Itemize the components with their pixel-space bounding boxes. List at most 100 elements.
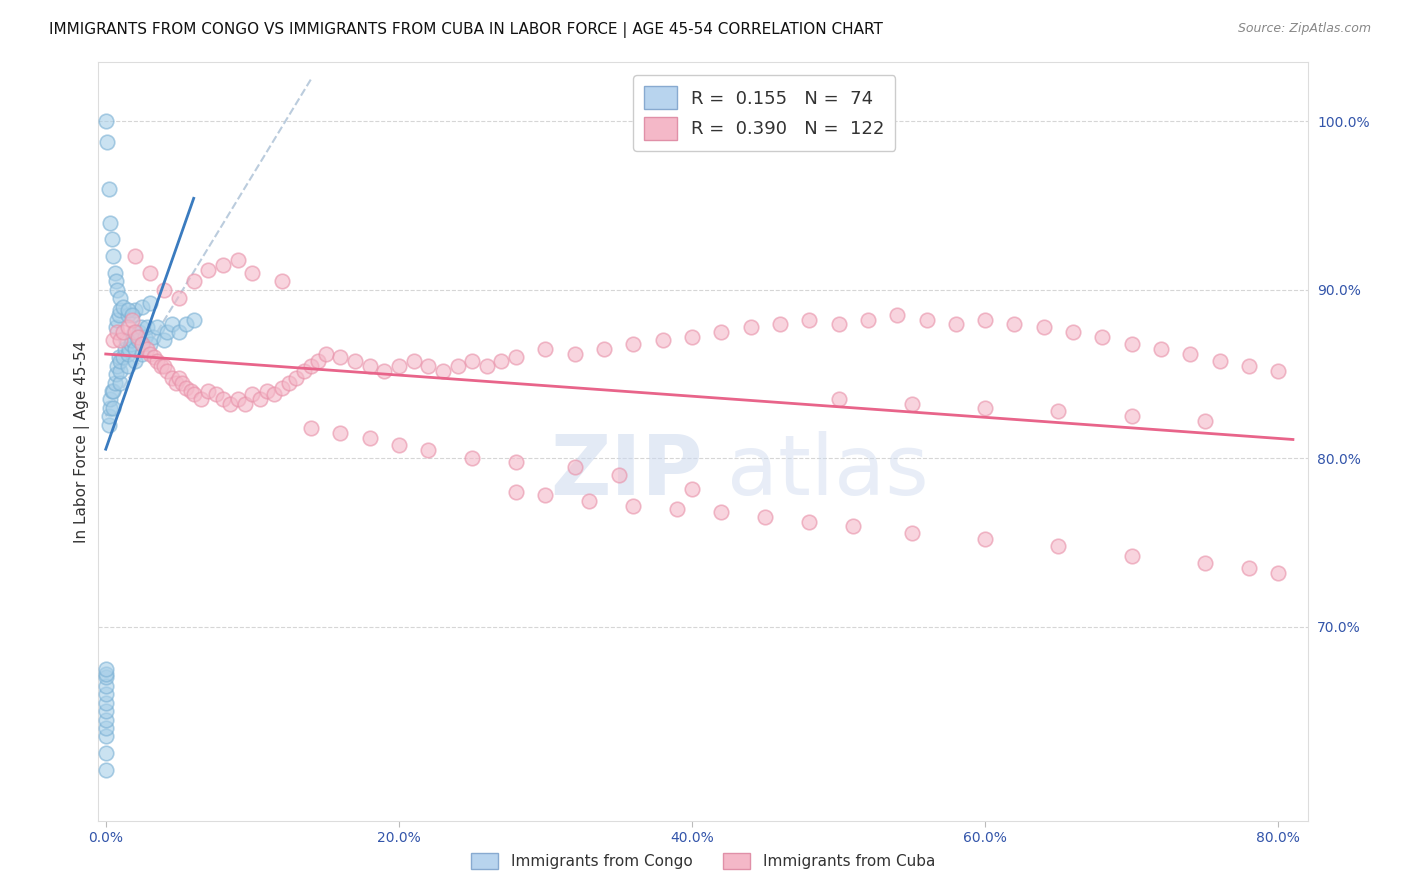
Point (343, 353, 366, 368)
Point (974, 313, 997, 327)
Point (249, 392, 271, 407)
Point (101, 249, 124, 263)
Point (578, 493, 600, 508)
Point (534, 342, 557, 356)
Point (176, 317, 198, 331)
Point (100, 232, 122, 246)
Point (299, 421, 322, 435)
Point (418, 359, 440, 373)
Point (183, 387, 205, 401)
Text: IMMIGRANTS FROM CONGO VS IMMIGRANTS FROM CUBA IN LABOR FORCE | AGE 45-54 CORRELA: IMMIGRANTS FROM CONGO VS IMMIGRANTS FROM… (49, 22, 883, 38)
Point (112, 351, 135, 365)
Point (740, 320, 762, 334)
Point (263, 387, 285, 401)
Point (167, 370, 190, 384)
Point (129, 320, 152, 334)
Point (142, 330, 165, 344)
Point (112, 300, 135, 314)
Point (651, 334, 673, 348)
Point (153, 283, 176, 297)
Point (240, 387, 263, 401)
Point (156, 364, 179, 378)
Point (131, 336, 153, 351)
Point (94, 696, 117, 710)
Point (156, 325, 179, 339)
Point (1004, 317, 1026, 331)
Point (105, 320, 128, 334)
Point (240, 266, 263, 280)
Point (212, 258, 235, 272)
Point (131, 336, 153, 351)
Point (197, 384, 219, 398)
Point (94, 679, 117, 693)
Point (94, 704, 117, 718)
Point (105, 367, 128, 381)
Point (1032, 320, 1054, 334)
Point (1121, 549, 1143, 563)
Point (94, 746, 117, 760)
Point (97, 417, 120, 432)
Point (98, 215, 121, 229)
Point (160, 370, 183, 384)
Point (432, 364, 454, 378)
Point (710, 325, 733, 339)
Point (233, 397, 256, 411)
Point (1237, 359, 1260, 373)
Point (128, 325, 150, 339)
Point (101, 384, 124, 398)
Point (1267, 566, 1289, 580)
Point (329, 426, 352, 441)
Point (94, 114, 117, 128)
Point (607, 468, 630, 483)
Point (110, 291, 132, 305)
Point (285, 370, 308, 384)
Point (299, 359, 322, 373)
Point (160, 317, 183, 331)
Point (1267, 364, 1289, 378)
Point (901, 397, 924, 411)
Point (373, 364, 395, 378)
Point (219, 397, 242, 411)
Point (146, 320, 169, 334)
Point (359, 431, 381, 445)
Point (827, 392, 849, 407)
Point (505, 455, 527, 469)
Point (107, 283, 129, 297)
Point (1121, 336, 1143, 351)
Point (98, 401, 121, 415)
Y-axis label: In Labor Force | Age 45-54: In Labor Force | Age 45-54 (75, 341, 90, 542)
Point (110, 353, 132, 368)
Point (117, 320, 139, 334)
Point (183, 275, 205, 289)
Point (204, 387, 226, 401)
Point (461, 353, 484, 368)
Point (110, 364, 132, 378)
Point (505, 485, 527, 500)
Point (117, 347, 139, 361)
Point (681, 482, 703, 496)
Text: ZIP: ZIP (551, 432, 703, 512)
Point (270, 275, 292, 289)
Point (167, 325, 190, 339)
Point (1150, 342, 1173, 356)
Point (101, 401, 124, 415)
Point (176, 381, 198, 395)
Point (94, 730, 117, 744)
Point (226, 392, 249, 407)
Point (97, 182, 120, 196)
Point (127, 334, 149, 348)
Point (226, 252, 249, 267)
Point (170, 376, 193, 390)
Point (135, 342, 157, 356)
Point (98, 392, 121, 407)
Point (564, 347, 586, 361)
Point (418, 442, 440, 457)
Point (183, 313, 205, 327)
Point (127, 330, 149, 344)
Point (388, 359, 411, 373)
Point (110, 376, 132, 390)
Point (292, 364, 315, 378)
Point (143, 351, 166, 365)
Point (307, 353, 329, 368)
Point (446, 359, 468, 373)
